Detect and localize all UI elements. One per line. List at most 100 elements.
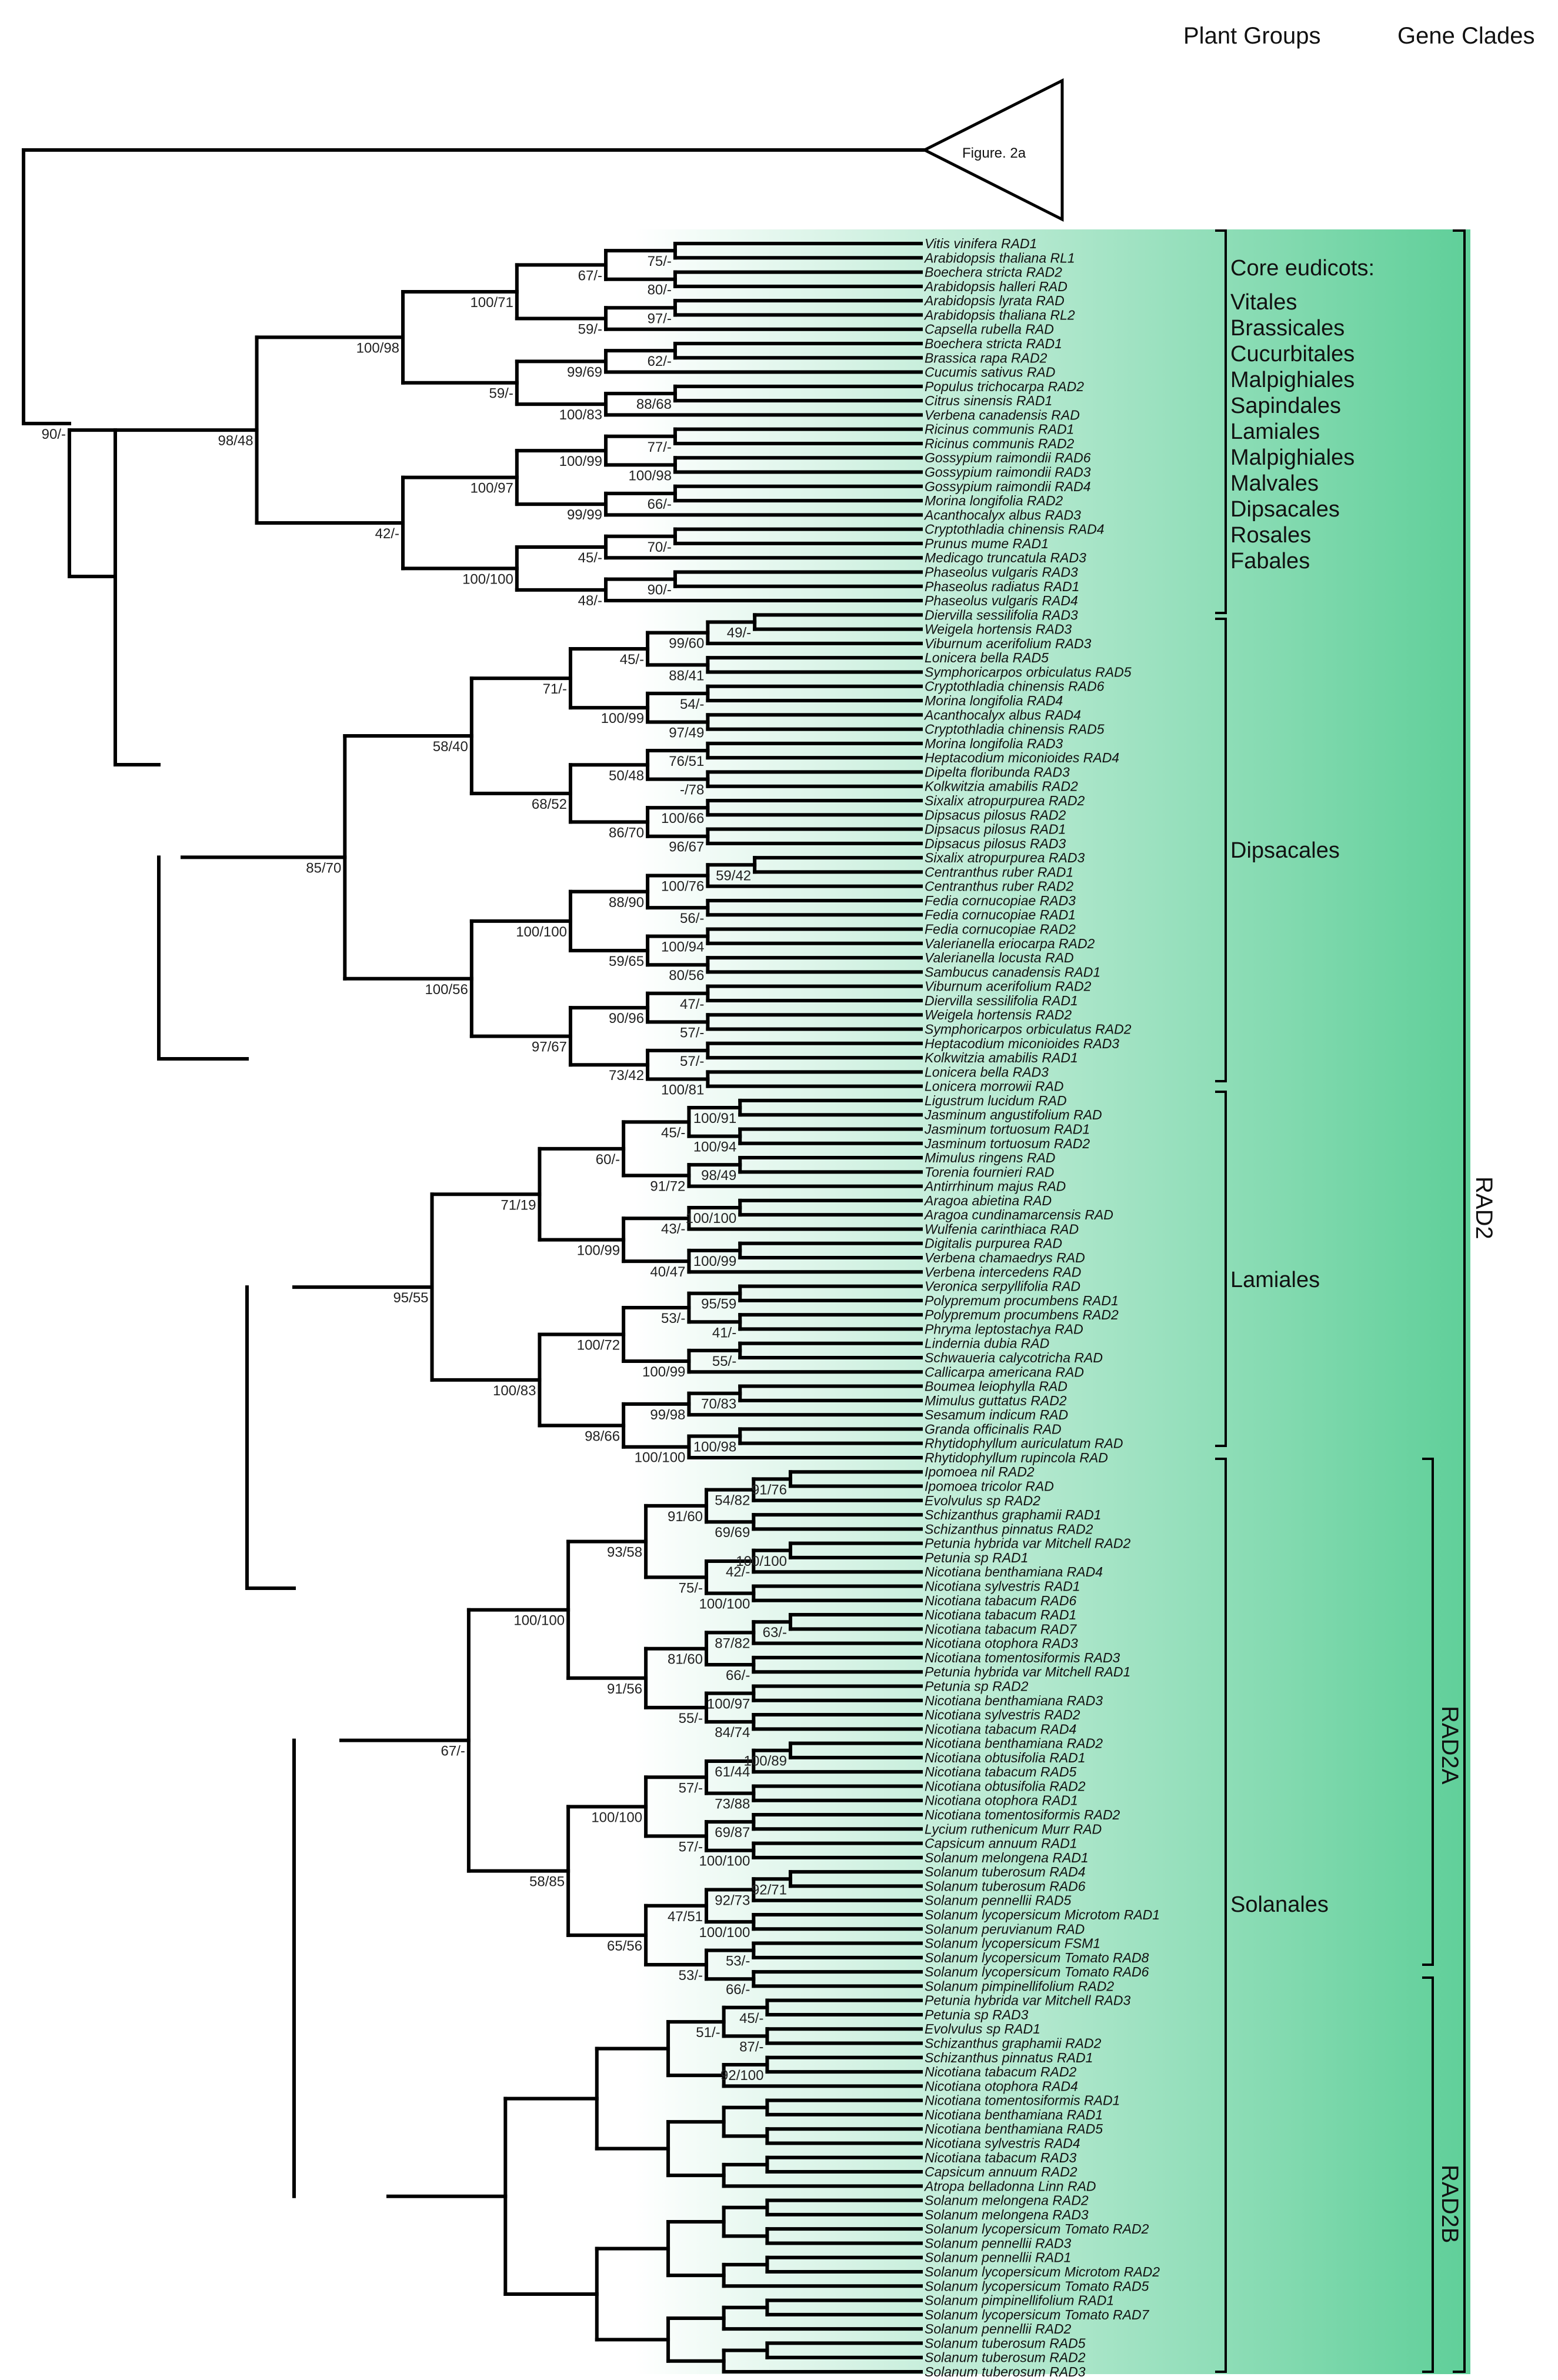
support-value: 91/56 bbox=[607, 1681, 642, 1697]
group-solanales: Solanales bbox=[1230, 1892, 1329, 1917]
taxon-label: Solanum peruvianum RAD bbox=[925, 1921, 1085, 1936]
taxon-label: Solanum lycopersicum Microtom RAD1 bbox=[925, 1907, 1160, 1922]
taxon-label: Boumea leiophylla RAD bbox=[925, 1379, 1067, 1394]
support-value: 58/40 bbox=[433, 739, 468, 755]
support-value: 100/66 bbox=[661, 811, 704, 826]
taxon-label: Phaseolus vulgaris RAD3 bbox=[925, 564, 1078, 579]
bracket-rad2 bbox=[1453, 229, 1466, 2373]
taxon-label: Arabidopsis lyrata RAD bbox=[923, 293, 1065, 308]
support-value: 75/- bbox=[648, 254, 672, 269]
taxon-label: Nicotiana tomentosiformis RAD2 bbox=[925, 1807, 1120, 1822]
core-eudicots-group: Core eudicots: Vitales Brassicales Cucur… bbox=[1230, 256, 1374, 574]
support-value: 49/- bbox=[727, 625, 751, 641]
support-value: 100/94 bbox=[693, 1139, 736, 1155]
group-core-item: Lamiales bbox=[1230, 419, 1320, 444]
taxon-label: Solanum pennellii RAD1 bbox=[925, 2250, 1071, 2265]
taxon-label: Kolkwitzia amabilis RAD1 bbox=[925, 1050, 1078, 1065]
taxon-label: Cryptothladia chinensis RAD4 bbox=[925, 522, 1105, 537]
support-value: 66/- bbox=[648, 496, 672, 512]
group-core-item: Dipsacales bbox=[1230, 497, 1340, 522]
group-core-item: Rosales bbox=[1230, 523, 1311, 548]
taxon-label: Viburnum acerifolium RAD2 bbox=[925, 979, 1092, 994]
support-value: 90/- bbox=[648, 582, 672, 598]
support-value: 55/- bbox=[712, 1354, 736, 1369]
support-value: 100/100 bbox=[685, 1211, 736, 1226]
taxon-label: Phaseolus vulgaris RAD4 bbox=[925, 593, 1078, 608]
taxon-label: Arabidopsis halleri RAD bbox=[923, 279, 1067, 294]
support-value: 92/100 bbox=[720, 2068, 763, 2084]
taxon-label: Phryma leptostachya RAD bbox=[925, 1321, 1083, 1336]
support-value: -/78 bbox=[680, 782, 704, 798]
taxon-label: Solanum tuberosum RAD3 bbox=[925, 2364, 1086, 2379]
taxon-label: Acanthocalyx albus RAD3 bbox=[923, 507, 1081, 522]
support-value: 71/- bbox=[543, 681, 567, 697]
bracket-rad2b bbox=[1422, 1976, 1434, 2373]
taxon-label: Fedia cornucopiae RAD1 bbox=[925, 907, 1076, 922]
taxon-label: Solanum lycopersicum Tomato RAD6 bbox=[925, 1964, 1149, 1979]
taxon-label: Verbena chamaedrys RAD bbox=[925, 1250, 1085, 1265]
support-value: 95/59 bbox=[701, 1296, 736, 1312]
support-value: 91/60 bbox=[668, 1509, 703, 1525]
taxon-label: Granda officinalis RAD bbox=[925, 1421, 1062, 1436]
taxon-label: Capsicum annuum RAD1 bbox=[925, 1836, 1077, 1851]
support-value: 45/- bbox=[578, 550, 602, 566]
plant-group-brackets bbox=[1215, 229, 1466, 2373]
support-value: 99/99 bbox=[567, 507, 602, 523]
support-value: 100/100 bbox=[462, 571, 513, 587]
taxon-label: Nicotiana tomentosiformis RAD3 bbox=[925, 1650, 1120, 1665]
taxon-label: Torenia fournieri RAD bbox=[925, 1164, 1054, 1179]
taxon-label: Evolvulus sp RAD2 bbox=[925, 1493, 1040, 1508]
taxon-label: Capsella rubella RAD bbox=[925, 322, 1054, 337]
tree-branches bbox=[22, 148, 926, 2374]
taxon-label: Arabidopsis thaliana RL1 bbox=[923, 250, 1075, 265]
taxon-label: Phaseolus radiatus RAD1 bbox=[925, 579, 1079, 594]
taxon-label: Solanum pennellii RAD2 bbox=[925, 2321, 1072, 2336]
support-value: 67/- bbox=[578, 268, 602, 284]
support-value: 58/85 bbox=[529, 1874, 565, 1890]
support-value: 97/49 bbox=[669, 725, 704, 741]
taxon-label: Ricinus communis RAD1 bbox=[925, 422, 1074, 437]
taxon-label: Fedia cornucopiae RAD2 bbox=[925, 922, 1076, 937]
taxon-label: Mimulus ringens RAD bbox=[925, 1150, 1055, 1165]
taxon-label: Solanum lycopersicum Tomato RAD5 bbox=[925, 2278, 1149, 2294]
taxon-label: Polypremum procumbens RAD1 bbox=[925, 1293, 1119, 1308]
group-lamiales: Lamiales bbox=[1230, 1268, 1320, 1292]
support-values: 90/- 75/- 80/- 67/- 97/- 59/- 100/71 62/- 99/69 8… bbox=[42, 254, 787, 2084]
support-value: 100/91 bbox=[693, 1111, 736, 1126]
support-value: 73/42 bbox=[609, 1068, 644, 1084]
taxon-label: Nicotiana benthamiana RAD3 bbox=[925, 1693, 1103, 1708]
taxon-label: Gossypium raimondii RAD6 bbox=[925, 450, 1091, 465]
taxon-label: Dipsacus pilosus RAD2 bbox=[925, 807, 1066, 822]
taxon-label: Nicotiana sylvestris RAD1 bbox=[925, 1578, 1080, 1594]
taxon-label: Arabidopsis thaliana RL2 bbox=[923, 307, 1075, 322]
taxon-label: Lonicera bella RAD5 bbox=[925, 650, 1049, 665]
group-core-item: Fabales bbox=[1230, 549, 1310, 574]
support-value: 63/- bbox=[763, 1625, 787, 1641]
taxon-label: Jasminum tortuosum RAD1 bbox=[924, 1121, 1090, 1136]
support-value: 100/100 bbox=[635, 1450, 686, 1466]
support-value: 91/76 bbox=[752, 1482, 787, 1498]
taxon-label: Sixalix atropurpurea RAD2 bbox=[925, 793, 1085, 808]
taxon-label: Ricinus communis RAD2 bbox=[925, 436, 1075, 451]
support-value: 57/- bbox=[679, 1780, 703, 1796]
taxon-label: Petunia sp RAD1 bbox=[925, 1550, 1028, 1565]
taxon-label: Schizanthus graphamii RAD2 bbox=[925, 2036, 1102, 2051]
support-value: 68/52 bbox=[532, 796, 567, 812]
taxon-label: Solanum lycopersicum Tomato RAD8 bbox=[925, 1950, 1149, 1965]
taxon-label: Nicotiana otophora RAD3 bbox=[925, 1636, 1078, 1651]
taxon-label: Petunia hybrida var Mitchell RAD2 bbox=[925, 1536, 1130, 1551]
taxon-label: Solanum lycopersicum Microtom RAD2 bbox=[925, 2264, 1160, 2279]
taxon-label: Atropa belladonna Linn RAD bbox=[923, 2178, 1096, 2194]
taxon-label: Digitalis purpurea RAD bbox=[925, 1236, 1062, 1251]
taxon-label: Solanum melongena RAD2 bbox=[925, 2193, 1089, 2208]
taxon-label: Solanum lycopersicum Tomato RAD2 bbox=[925, 2221, 1149, 2236]
support-value: 48/- bbox=[578, 593, 602, 609]
taxon-label: Petunia sp RAD3 bbox=[925, 2007, 1029, 2022]
taxon-label: Symphoricarpos orbiculatus RAD5 bbox=[925, 664, 1132, 679]
taxon-label: Boechera stricta RAD2 bbox=[925, 265, 1062, 280]
support-value: 71/19 bbox=[501, 1197, 536, 1213]
support-value: 88/41 bbox=[669, 668, 704, 684]
support-value: 86/70 bbox=[609, 825, 644, 841]
bracket-core-eudicots bbox=[1215, 229, 1227, 614]
